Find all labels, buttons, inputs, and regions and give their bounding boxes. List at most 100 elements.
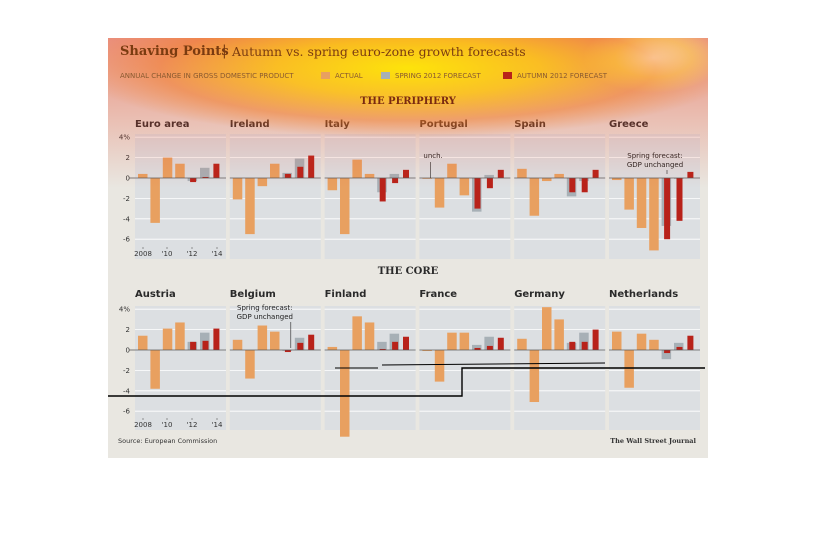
y-tick-label: 2 bbox=[126, 326, 130, 334]
panel-background bbox=[514, 134, 606, 259]
panel-germany: Germany bbox=[514, 289, 606, 430]
legend-swatch-autumn bbox=[503, 72, 512, 79]
legend-swatch-actual bbox=[321, 72, 330, 79]
bar-actual bbox=[529, 178, 540, 216]
bar-autumn-forecast bbox=[474, 347, 481, 350]
panel-title: Austria bbox=[135, 289, 176, 300]
title-separator: | bbox=[222, 43, 227, 59]
bar-actual bbox=[364, 173, 375, 178]
bar-actual bbox=[352, 316, 362, 350]
y-tick-label: -4 bbox=[123, 215, 131, 223]
bar-actual bbox=[554, 173, 564, 178]
legend-label-autumn: AUTUMN 2012 FORECAST bbox=[517, 72, 608, 80]
bar-autumn-forecast bbox=[284, 173, 291, 178]
section-heading-periphery: THE PERIPHERY bbox=[360, 96, 456, 107]
panel-title: Euro area bbox=[135, 119, 189, 130]
bar-actual bbox=[624, 178, 634, 210]
bar-spring-forecast bbox=[472, 344, 482, 350]
bar-actual bbox=[422, 350, 432, 352]
x-tick-label: '14 bbox=[212, 421, 223, 429]
x-tick-label: 2008 bbox=[134, 250, 152, 258]
panel-greece: Greece bbox=[609, 119, 700, 259]
y-tick-label: 0 bbox=[126, 175, 130, 183]
y-tick-label: 2 bbox=[126, 154, 130, 162]
bar-actual bbox=[636, 333, 647, 350]
bar-actual bbox=[542, 178, 552, 182]
panel-title: Portugal bbox=[419, 119, 467, 130]
panel-title: Spain bbox=[514, 119, 546, 130]
bar-autumn-forecast bbox=[581, 341, 588, 350]
bar-autumn-forecast bbox=[664, 350, 671, 354]
bar-autumn-forecast bbox=[213, 163, 220, 178]
bar-actual bbox=[138, 173, 148, 178]
bar-autumn-forecast bbox=[676, 346, 683, 350]
bar-autumn-forecast bbox=[190, 341, 197, 350]
chart-title: Shaving Points bbox=[120, 44, 229, 59]
panel-title: France bbox=[419, 289, 457, 300]
x-tick-label: '14 bbox=[212, 250, 223, 258]
x-tick-label: 2008 bbox=[134, 421, 152, 429]
bar-actual bbox=[138, 335, 148, 350]
bar-actual bbox=[232, 178, 243, 200]
publisher-credit: The Wall Street Journal bbox=[610, 437, 696, 445]
bar-autumn-forecast bbox=[497, 337, 504, 350]
panel-title: Netherlands bbox=[609, 289, 678, 300]
bar-actual bbox=[649, 178, 659, 251]
bar-actual bbox=[554, 319, 564, 350]
bar-autumn-forecast bbox=[392, 178, 399, 184]
annotation-text: Spring forecast: bbox=[627, 152, 682, 160]
bar-actual bbox=[434, 350, 445, 382]
bar-spring-forecast bbox=[579, 332, 589, 350]
y-tick-label: -4 bbox=[123, 387, 131, 395]
panel-background bbox=[229, 134, 321, 259]
bar-actual bbox=[175, 322, 185, 350]
bar-autumn-forecast bbox=[190, 178, 197, 183]
bar-autumn-forecast bbox=[202, 340, 209, 350]
bar-actual bbox=[270, 163, 280, 178]
bar-actual bbox=[245, 350, 255, 379]
panel-netherlands: Netherlands bbox=[609, 289, 700, 430]
bar-actual bbox=[270, 331, 280, 350]
panel-finland: Finland bbox=[324, 289, 416, 437]
bar-actual bbox=[327, 346, 338, 350]
bar-autumn-forecast bbox=[392, 341, 399, 350]
bar-autumn-forecast bbox=[379, 348, 386, 350]
bar-autumn-forecast bbox=[687, 335, 694, 350]
bar-actual bbox=[542, 307, 552, 350]
bar-actual bbox=[175, 163, 185, 178]
annotation-text: Spring forecast: bbox=[237, 304, 292, 312]
bar-actual bbox=[459, 178, 470, 196]
bar-actual bbox=[162, 328, 173, 350]
bar-autumn-forecast bbox=[297, 166, 304, 178]
bar-autumn-forecast bbox=[308, 334, 315, 350]
panel-ireland: Ireland bbox=[229, 119, 321, 259]
panel-spain: Spain bbox=[514, 119, 606, 259]
bar-spring-forecast bbox=[377, 341, 387, 350]
bar-actual bbox=[649, 339, 659, 350]
bar-spring-forecast bbox=[661, 350, 672, 360]
bar-actual bbox=[624, 350, 634, 388]
y-tick-label: 0 bbox=[126, 347, 130, 355]
bar-spring-forecast bbox=[200, 167, 210, 178]
bar-actual bbox=[636, 178, 647, 228]
bar-actual bbox=[459, 332, 470, 350]
bar-autumn-forecast bbox=[403, 169, 409, 178]
chart-subtitle: Autumn vs. spring euro-zone growth forec… bbox=[232, 44, 526, 59]
bar-actual bbox=[150, 350, 160, 389]
bar-actual bbox=[517, 168, 527, 178]
panel-title: Germany bbox=[514, 289, 565, 300]
bar-actual bbox=[340, 178, 350, 235]
panel-background bbox=[135, 134, 226, 259]
panel-title: Finland bbox=[325, 289, 367, 300]
bar-autumn-forecast bbox=[676, 178, 683, 221]
bar-autumn-forecast bbox=[569, 178, 576, 193]
bar-spring-forecast bbox=[674, 342, 684, 350]
panel-title: Belgium bbox=[230, 289, 276, 300]
legend-swatch-spring bbox=[381, 72, 390, 79]
bar-autumn-forecast bbox=[213, 328, 220, 350]
bar-actual bbox=[447, 163, 457, 178]
bar-actual bbox=[612, 331, 622, 350]
bar-spring-forecast bbox=[484, 174, 494, 178]
bar-actual bbox=[434, 178, 445, 208]
panel-background bbox=[324, 134, 416, 259]
